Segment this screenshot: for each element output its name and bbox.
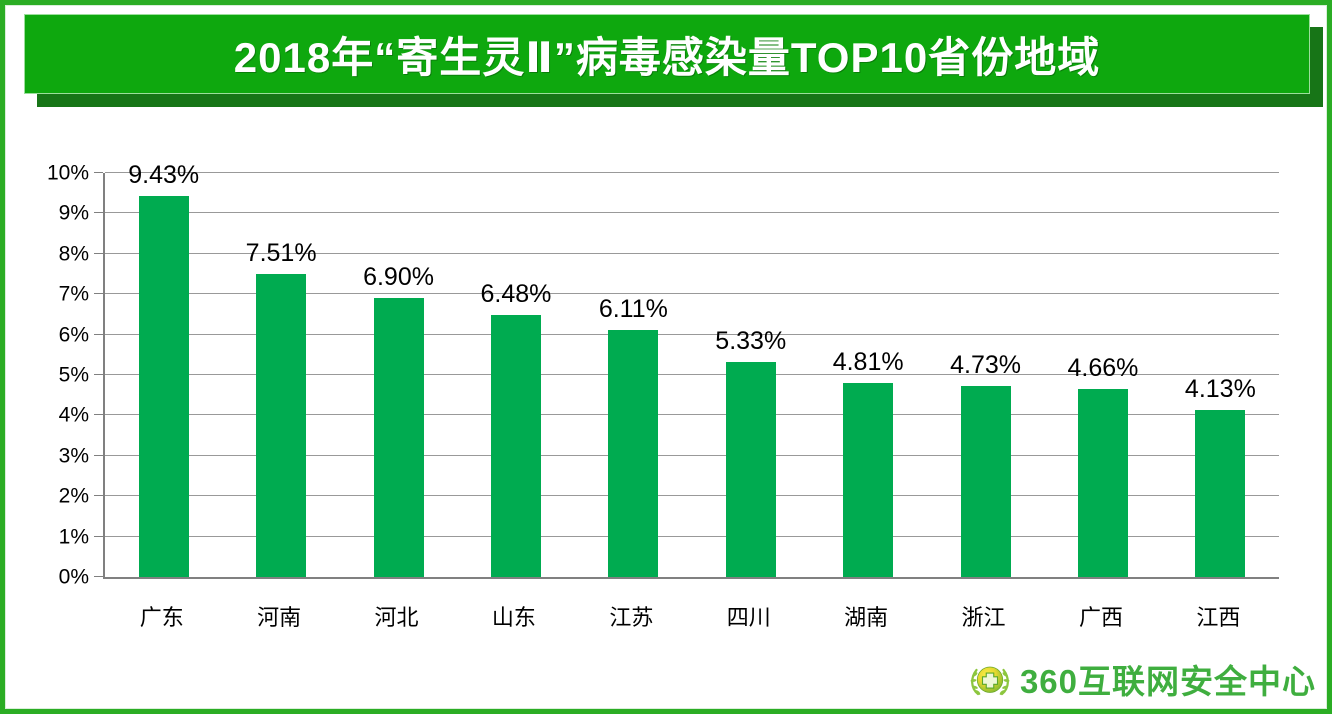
gridline bbox=[105, 252, 1279, 254]
value-label: 6.48% bbox=[480, 280, 552, 309]
bar-河北 bbox=[373, 298, 424, 577]
footer-logo: 360互联网安全中心 bbox=[966, 655, 1316, 703]
y-axis-label: 8% bbox=[58, 242, 89, 266]
y-axis-tick bbox=[94, 576, 103, 577]
bar-广西 bbox=[1077, 388, 1128, 577]
value-label: 4.73% bbox=[950, 350, 1021, 379]
gridline bbox=[105, 374, 1279, 375]
360-logo-icon bbox=[970, 666, 1010, 696]
y-axis-tick bbox=[94, 172, 103, 173]
y-axis-label: 10% bbox=[46, 161, 89, 185]
x-axis-label: 广西 bbox=[1078, 605, 1123, 630]
bar-江西 bbox=[1195, 410, 1246, 577]
y-axis-tick bbox=[94, 495, 103, 497]
value-label: 4.66% bbox=[1067, 353, 1139, 382]
gridline bbox=[105, 414, 1279, 416]
bar-column-河北: 6.90% bbox=[340, 173, 457, 577]
page-title: 2018年“寄生灵Ⅱ”病毒感染量TOP10省份地域 bbox=[233, 33, 1101, 81]
value-label: 7.51% bbox=[245, 238, 317, 267]
x-axis-label: 广东 bbox=[139, 605, 184, 630]
title-banner: 2018年“寄生灵Ⅱ”病毒感染量TOP10省份地域 bbox=[24, 14, 1310, 94]
x-axis-label: 江苏 bbox=[609, 605, 654, 630]
y-axis-label: 9% bbox=[58, 201, 89, 225]
y-axis-label: 0% bbox=[58, 565, 89, 589]
y-axis-label: 2% bbox=[58, 484, 89, 508]
gridline bbox=[105, 172, 1279, 173]
y-axis-label: 7% bbox=[58, 282, 89, 306]
gridline bbox=[105, 535, 1279, 537]
y-axis-label: 4% bbox=[58, 403, 89, 427]
value-label: 4.81% bbox=[832, 347, 904, 376]
bar-湖南 bbox=[843, 382, 894, 577]
value-label: 6.11% bbox=[598, 295, 668, 324]
bar-column-广西: 4.66% bbox=[1044, 173, 1161, 577]
bar-广东 bbox=[138, 196, 189, 577]
bar-columns: 9.43% 7.51% 6.90% 6.48% 6.11% 5.33% 4.81% 4.73%… bbox=[105, 163, 1279, 577]
bar-浙江 bbox=[960, 385, 1011, 577]
value-label: 5.33% bbox=[715, 326, 787, 355]
y-axis-label: 3% bbox=[58, 444, 89, 468]
y-axis-label: 6% bbox=[58, 323, 89, 347]
gridline bbox=[105, 454, 1279, 456]
gridline bbox=[105, 495, 1279, 497]
x-axis-label: 江西 bbox=[1196, 605, 1241, 630]
value-label: 9.43% bbox=[128, 161, 200, 190]
x-axis-labels: 广东 河南 河北 山东 江苏 四川 湖南 浙江 广西 江西 bbox=[103, 600, 1277, 632]
bar-column-四川: 5.33% bbox=[692, 173, 809, 577]
x-axis-label: 浙江 bbox=[961, 605, 1006, 630]
value-label: 6.90% bbox=[363, 263, 434, 292]
bar-山东 bbox=[490, 315, 541, 577]
y-axis-label: 5% bbox=[58, 363, 89, 387]
y-axis-tick bbox=[94, 333, 103, 335]
bar-河南 bbox=[256, 273, 307, 577]
gridline bbox=[105, 212, 1279, 214]
y-axis-tick bbox=[94, 212, 103, 214]
y-axis-tick bbox=[94, 252, 103, 254]
bar-column-江西: 4.13% bbox=[1162, 173, 1279, 577]
x-axis-label: 河南 bbox=[257, 605, 302, 630]
bar-column-河南: 7.51% bbox=[222, 173, 339, 577]
y-axis-tick bbox=[94, 293, 103, 295]
y-axis-tick bbox=[94, 414, 103, 416]
bar-column-湖南: 4.81% bbox=[809, 173, 926, 577]
value-label: 4.13% bbox=[1184, 375, 1256, 404]
y-axis-tick bbox=[94, 454, 103, 456]
x-axis-label: 河北 bbox=[374, 605, 419, 630]
bar-column-广东: 9.43% bbox=[105, 163, 222, 577]
plot-area: 0% 1% 2% 3% 4% 5% 6% 7% 8% 9% 10% 9.43% 7.51% 6.90% 6.… bbox=[47, 163, 1279, 588]
x-axis-label: 山东 bbox=[491, 605, 536, 630]
y-axis-tick bbox=[94, 374, 103, 375]
x-axis-label: 四川 bbox=[726, 605, 771, 630]
gridline bbox=[105, 333, 1279, 335]
bar-column-江苏: 6.11% bbox=[575, 173, 692, 577]
y-axis-label: 1% bbox=[58, 525, 89, 549]
bar-column-山东: 6.48% bbox=[457, 173, 574, 577]
bar-四川 bbox=[725, 361, 776, 577]
y-axis-tick bbox=[94, 535, 103, 537]
bar-column-浙江: 4.73% bbox=[927, 173, 1044, 577]
bar-江苏 bbox=[608, 330, 659, 577]
gridline bbox=[105, 293, 1279, 295]
footer-logo-text: 360互联网安全中心 bbox=[1019, 663, 1316, 700]
x-axis-label: 湖南 bbox=[844, 605, 889, 630]
